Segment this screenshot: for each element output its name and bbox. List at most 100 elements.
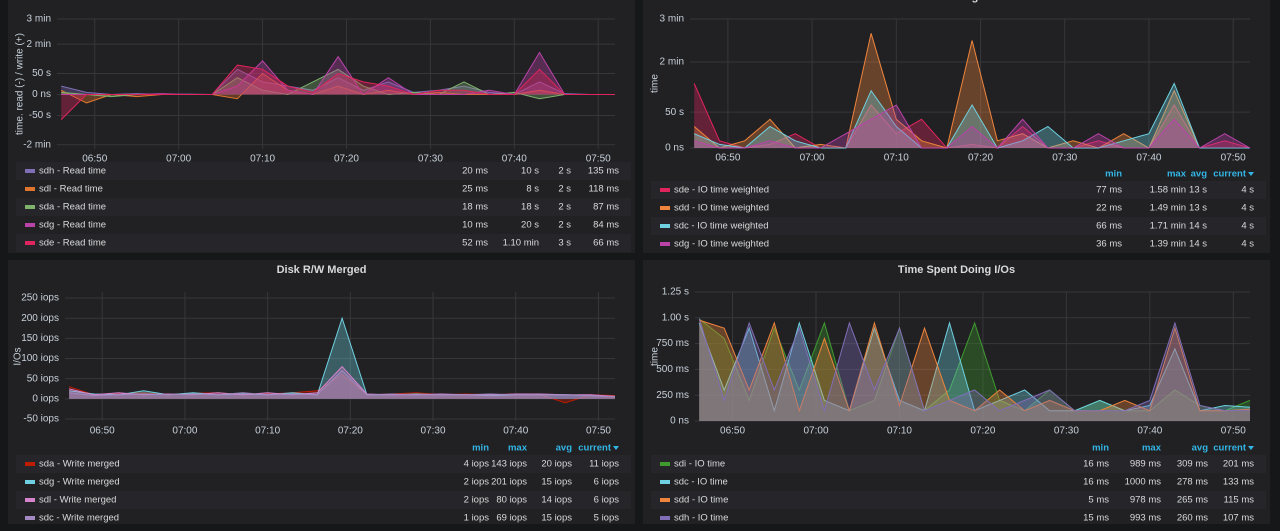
legend-stat: 1.39 min xyxy=(1150,239,1186,250)
y-tick-label: 750 ms xyxy=(656,338,689,349)
legend-header: current xyxy=(1213,169,1247,180)
series-line xyxy=(698,318,1251,412)
legend-swatch xyxy=(660,242,670,246)
y-tick-label: 0 ns xyxy=(665,143,684,154)
legend-swatch xyxy=(660,498,670,502)
legend-stat: 1.71 min xyxy=(1150,221,1186,232)
y-tick-label: 3 min xyxy=(660,14,684,25)
y-tick-label: 1.00 s xyxy=(662,312,689,323)
legend-swatch xyxy=(660,188,670,192)
series-line xyxy=(60,64,615,120)
sort-caret xyxy=(1248,446,1254,450)
panel: Disk IO Weighted time 3 min 2 min 50 s 0 ns 06… xyxy=(643,0,1270,253)
legend-swatch xyxy=(25,462,35,466)
legend-stat: 36 ms xyxy=(1096,239,1122,250)
legend-name: sdl - Write merged xyxy=(39,495,116,506)
x-tick-label: 07:50 xyxy=(1221,426,1246,437)
x-tick-label: 07:30 xyxy=(1054,426,1079,437)
area-fill xyxy=(699,323,1250,421)
legend-stat: 20 iops xyxy=(541,459,572,470)
legend-stat: 4 s xyxy=(1241,185,1254,196)
panel-bg xyxy=(643,260,1270,524)
legend-stat: 10 s xyxy=(521,166,539,177)
x-tick-label: 07:00 xyxy=(172,426,197,437)
legend-stat: 2 iops xyxy=(464,495,490,506)
y-tick-label: -2 min xyxy=(23,139,51,150)
x-tick-label: 06:50 xyxy=(90,426,115,437)
area-fill xyxy=(61,73,615,103)
area-fill xyxy=(694,33,1250,148)
legend-stat: 135 ms xyxy=(588,166,619,177)
legend-swatch xyxy=(25,498,35,502)
x-tick-label: 07:10 xyxy=(887,426,912,437)
panel-bg xyxy=(8,260,635,524)
area-fill xyxy=(69,374,616,403)
x-tick-label: 07:40 xyxy=(502,154,527,165)
legend-stat: 1.49 min xyxy=(1150,203,1186,214)
legend-stat: 80 iops xyxy=(496,495,527,506)
legend-swatch xyxy=(660,516,670,520)
legend-stat: 4 s xyxy=(1241,221,1254,232)
legend-swatch xyxy=(25,516,35,520)
legend-stat: 2 s xyxy=(558,220,571,231)
legend-row-bg xyxy=(651,217,1266,235)
legend-stat: 3 s xyxy=(558,238,571,249)
legend-stat: 2 s xyxy=(558,166,571,177)
x-tick-label: 07:20 xyxy=(338,426,363,437)
legend-stat: 309 ms xyxy=(1177,459,1208,470)
legend-swatch xyxy=(25,169,35,173)
legend-stat: 77 ms xyxy=(1096,185,1122,196)
x-tick-label: 07:40 xyxy=(503,426,528,437)
legend-stat: 66 ms xyxy=(593,238,619,249)
area-fill xyxy=(61,65,615,120)
legend-swatch xyxy=(25,241,35,245)
x-tick-label: 06:50 xyxy=(720,426,745,437)
series-line xyxy=(60,72,615,104)
legend-header: avg xyxy=(1191,169,1208,180)
legend-name: sdl - Read time xyxy=(39,184,103,195)
x-tick-label: 07:00 xyxy=(803,426,828,437)
legend-stat: 87 ms xyxy=(593,202,619,213)
legend-stat: 14 s xyxy=(1189,239,1207,250)
legend-name: sdc - Write merged xyxy=(39,513,119,524)
x-tick-label: 07:30 xyxy=(1052,153,1077,164)
legend-stat: 265 ms xyxy=(1177,495,1208,506)
x-tick-label: 07:40 xyxy=(1136,153,1161,164)
y-axis-label: I/Os xyxy=(13,347,24,365)
legend-stat: 978 ms xyxy=(1130,495,1161,506)
legend-name: sdc - IO time weighted xyxy=(674,221,769,232)
legend-stat: 993 ms xyxy=(1130,513,1161,524)
legend-name: sdd - IO time weighted xyxy=(674,203,769,214)
y-tick-label: -50 iops xyxy=(23,414,59,425)
legend-stat: 18 ms xyxy=(462,202,488,213)
legend-header: current xyxy=(578,443,612,454)
legend-header: avg xyxy=(556,443,573,454)
x-tick-label: 06:50 xyxy=(715,153,740,164)
sort-caret xyxy=(613,446,619,450)
legend-stat: 278 ms xyxy=(1177,477,1208,488)
legend-row-bg xyxy=(16,198,631,216)
legend-stat: 5 iops xyxy=(594,513,620,524)
legend-row-bg xyxy=(16,162,631,180)
legend-stat: 13 s xyxy=(1189,185,1207,196)
legend-stat: 15 iops xyxy=(541,513,572,524)
x-tick-label: 07:10 xyxy=(255,426,280,437)
legend-name: sdc - IO time xyxy=(674,477,728,488)
legend-name: sdh - IO time xyxy=(674,513,728,524)
legend-stat: 5 ms xyxy=(1088,495,1109,506)
y-axis-label: time. read (-) / write (+) xyxy=(15,33,26,135)
legend-stat: 2 iops xyxy=(464,477,490,488)
legend-stat: 1.10 min xyxy=(503,238,539,249)
legend-stat: 1 iops xyxy=(464,513,490,524)
legend-swatch xyxy=(25,187,35,191)
legend-row-bg xyxy=(651,181,1266,199)
y-tick-label: 50 iops xyxy=(27,373,59,384)
legend-header: min xyxy=(1092,443,1109,454)
legend-stat: 143 iops xyxy=(491,459,527,470)
legend-swatch xyxy=(660,480,670,484)
legend-stat: 69 iops xyxy=(496,513,527,524)
legend-stat: 84 ms xyxy=(593,220,619,231)
y-tick-label: 500 ms xyxy=(656,364,689,375)
